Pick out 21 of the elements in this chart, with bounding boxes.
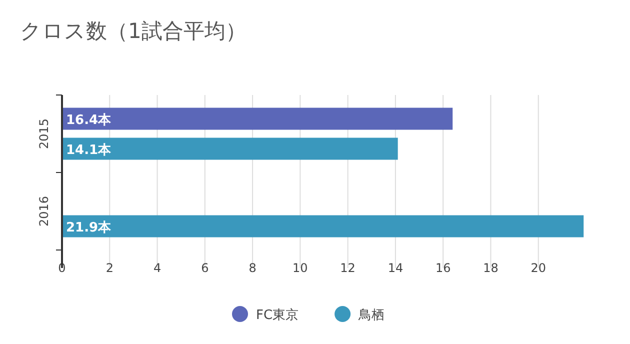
x-tick-label: 4 xyxy=(153,261,162,275)
bar xyxy=(62,108,453,130)
x-tick-label: 10 xyxy=(292,261,308,275)
x-tick-label: 16 xyxy=(435,261,451,275)
y-tick-label: 2015 xyxy=(37,118,51,150)
data-label: 21.9本 xyxy=(66,220,112,236)
chart-title: クロス数（1試合平均） xyxy=(20,19,246,43)
legend-label: FC東京 xyxy=(256,308,299,323)
legend-label: 鳥栖 xyxy=(358,308,385,323)
x-tick-label: 18 xyxy=(483,261,498,275)
x-tick-label: 8 xyxy=(248,261,256,275)
x-tick-label: 12 xyxy=(340,261,356,275)
bar xyxy=(62,138,398,160)
x-tick-label: 14 xyxy=(388,261,404,275)
data-label: 14.1本 xyxy=(66,142,112,158)
x-tick-label: 20 xyxy=(530,261,546,275)
y-tick-label: 2016 xyxy=(37,196,51,227)
data-label: 16.4本 xyxy=(66,112,112,128)
x-tick-label: 2 xyxy=(106,261,114,275)
bar xyxy=(62,215,584,238)
x-tick-label: 6 xyxy=(201,261,209,275)
